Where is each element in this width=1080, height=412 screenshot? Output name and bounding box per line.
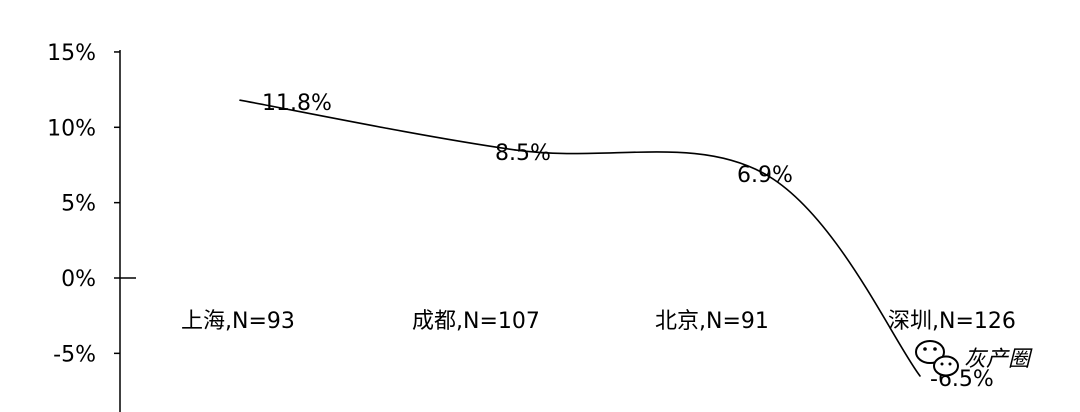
y-tick-label: -5% [53, 342, 96, 367]
wechat-icon [915, 340, 959, 377]
data-point [919, 375, 921, 377]
data-point [514, 149, 516, 151]
data-label: 11.8% [262, 91, 332, 116]
data-label: 8.5% [495, 141, 551, 166]
data-label: 6.9% [737, 163, 793, 188]
watermark-text: 灰产圈 [964, 347, 1033, 372]
category-label: 北京,N=91 [655, 309, 769, 334]
category-label: 上海,N=93 [181, 309, 295, 334]
watermark: 灰产圈 [915, 340, 1033, 377]
y-tick-label: 5% [61, 192, 96, 217]
category-label: 成都,N=107 [412, 309, 540, 334]
series-line [239, 99, 921, 377]
category-label: 深圳,N=126 [888, 309, 1016, 334]
data-point [239, 99, 241, 101]
y-tick-label: 10% [47, 116, 96, 141]
y-tick-label: 15% [47, 41, 96, 66]
data-point [764, 173, 766, 175]
y-tick-label: 0% [61, 267, 96, 292]
